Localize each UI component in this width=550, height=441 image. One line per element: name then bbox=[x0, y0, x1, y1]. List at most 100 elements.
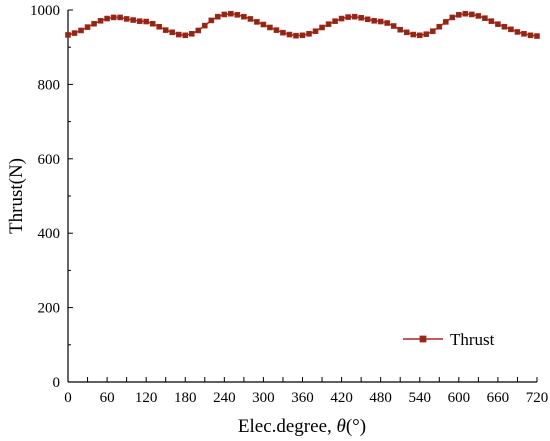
x-tick-label: 360 bbox=[291, 390, 314, 406]
data-point bbox=[521, 31, 527, 37]
data-point bbox=[384, 20, 390, 26]
data-point bbox=[97, 17, 104, 24]
data-point bbox=[273, 27, 280, 33]
y-tick-label: 1000 bbox=[30, 3, 60, 19]
series-layer bbox=[65, 10, 540, 39]
x-tick-label: 480 bbox=[369, 390, 392, 406]
data-point bbox=[456, 12, 462, 18]
data-point bbox=[136, 18, 143, 24]
y-tick-label: 200 bbox=[38, 301, 61, 317]
data-point bbox=[338, 15, 345, 22]
data-point bbox=[319, 24, 325, 31]
data-point bbox=[221, 11, 228, 18]
x-axis-title-symbol: θ bbox=[337, 416, 346, 437]
y-axis-ticks: 0 200 400 600 800 1000 bbox=[30, 3, 73, 391]
data-point bbox=[371, 17, 377, 24]
data-point bbox=[234, 12, 241, 18]
data-point bbox=[175, 31, 182, 38]
data-point bbox=[462, 10, 469, 17]
data-point bbox=[312, 28, 319, 35]
data-point bbox=[241, 13, 247, 20]
legend-marker-swatch bbox=[419, 335, 427, 343]
data-point bbox=[84, 24, 91, 30]
data-point bbox=[423, 31, 430, 37]
data-point bbox=[91, 20, 97, 27]
x-tick-label: 0 bbox=[64, 390, 72, 406]
data-point bbox=[390, 23, 397, 29]
x-axis-title: Elec.degree, θ(°) bbox=[238, 416, 366, 437]
data-point bbox=[65, 32, 71, 38]
data-point bbox=[267, 24, 273, 31]
data-point bbox=[156, 23, 162, 30]
data-point bbox=[280, 29, 286, 36]
data-point bbox=[501, 23, 508, 30]
data-point bbox=[449, 14, 456, 21]
x-tick-label: 660 bbox=[487, 390, 510, 406]
data-point bbox=[228, 10, 234, 17]
x-axis-ticks: 0 60 120 180 240 300 360 420 480 540 600 660 720 bbox=[64, 377, 548, 406]
data-point bbox=[469, 11, 475, 18]
data-point bbox=[130, 17, 136, 23]
data-point bbox=[104, 15, 110, 22]
y-tick-label: 0 bbox=[53, 375, 61, 391]
data-point bbox=[410, 31, 417, 38]
data-point bbox=[345, 14, 351, 20]
data-point bbox=[195, 27, 202, 34]
data-point bbox=[162, 27, 169, 33]
data-point bbox=[149, 20, 156, 27]
x-tick-label: 720 bbox=[526, 390, 549, 406]
data-point bbox=[325, 21, 332, 27]
x-axis-title-suffix: (°) bbox=[346, 416, 366, 437]
data-point bbox=[117, 14, 123, 21]
y-tick-label: 800 bbox=[38, 77, 61, 93]
data-point bbox=[143, 18, 149, 25]
data-point bbox=[416, 32, 423, 39]
x-tick-label: 240 bbox=[213, 390, 236, 406]
data-point bbox=[351, 13, 358, 20]
y-tick-label: 400 bbox=[38, 226, 61, 242]
data-point bbox=[436, 23, 443, 30]
data-point bbox=[260, 21, 267, 28]
x-tick-label: 120 bbox=[135, 390, 158, 406]
data-point bbox=[358, 15, 364, 21]
data-point bbox=[332, 18, 338, 24]
data-point bbox=[71, 30, 78, 36]
data-point bbox=[188, 31, 195, 37]
data-point bbox=[201, 22, 208, 29]
x-tick-label: 540 bbox=[409, 390, 432, 406]
data-point bbox=[208, 17, 215, 24]
data-point bbox=[123, 16, 130, 22]
data-point bbox=[306, 31, 312, 37]
y-tick-label: 600 bbox=[38, 152, 61, 168]
data-point bbox=[299, 32, 306, 39]
data-point bbox=[397, 26, 404, 33]
x-tick-label: 600 bbox=[448, 390, 471, 406]
data-point bbox=[182, 32, 189, 39]
data-point bbox=[169, 29, 176, 36]
data-point bbox=[377, 18, 384, 25]
data-point bbox=[508, 26, 514, 33]
data-point bbox=[443, 19, 449, 25]
legend-label-thrust: Thrust bbox=[450, 330, 495, 349]
data-point bbox=[488, 18, 495, 24]
y-axis-title: Thrust(N) bbox=[6, 158, 27, 234]
data-point bbox=[527, 32, 534, 39]
data-point bbox=[429, 28, 436, 35]
x-tick-label: 180 bbox=[174, 390, 197, 406]
x-axis-title-prefix: Elec.degree, bbox=[238, 416, 337, 437]
data-point bbox=[534, 33, 540, 39]
data-point bbox=[514, 29, 521, 35]
x-tick-label: 60 bbox=[100, 390, 115, 406]
data-point bbox=[482, 15, 488, 21]
data-point bbox=[254, 19, 260, 25]
plot-area bbox=[67, 10, 537, 383]
x-tick-label: 300 bbox=[252, 390, 275, 406]
data-point bbox=[215, 13, 221, 20]
data-point bbox=[293, 32, 299, 39]
data-point bbox=[78, 27, 84, 34]
data-point bbox=[495, 21, 501, 27]
data-point bbox=[403, 29, 410, 36]
data-point bbox=[110, 14, 117, 21]
x-tick-label: 420 bbox=[330, 390, 353, 406]
